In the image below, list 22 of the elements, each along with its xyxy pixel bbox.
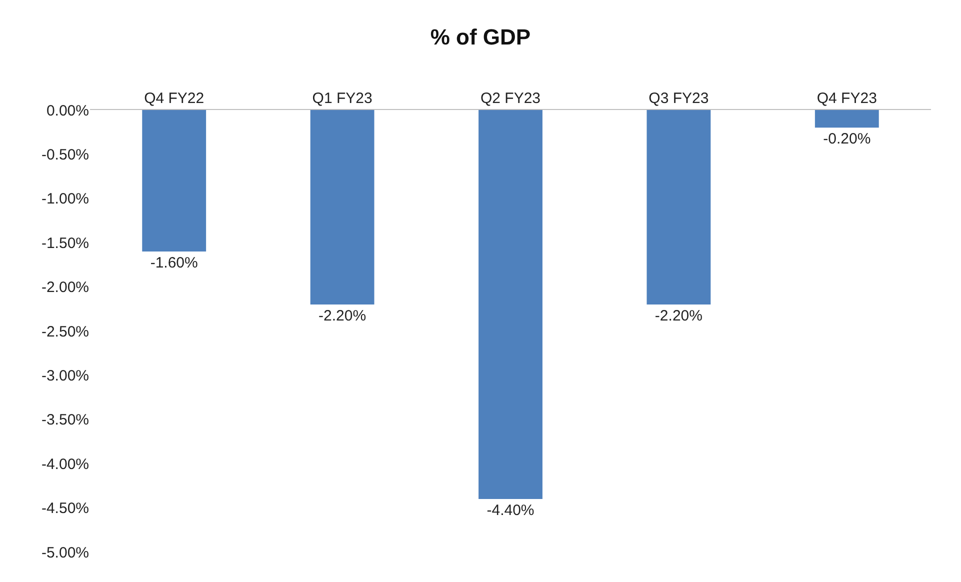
y-tick-label: -0.50% [41, 146, 89, 164]
y-tick-label: -3.50% [41, 412, 89, 429]
y-tick-label: -1.50% [41, 234, 89, 252]
y-tick-label: -2.00% [41, 279, 89, 296]
y-tick-label: -2.50% [41, 323, 89, 340]
y-tick-label: -3.00% [41, 367, 89, 384]
chart-title: % of GDP [430, 24, 531, 50]
x-tick-label: Q4 FY22 [144, 90, 204, 107]
y-tick-label: -4.50% [41, 500, 89, 518]
x-tick-label: Q1 FY23 [312, 90, 372, 107]
data-label: -1.60% [150, 254, 198, 272]
y-tick-label: -4.00% [41, 456, 89, 473]
y-tick-label: 0.00% [46, 102, 89, 120]
data-label: -2.20% [654, 307, 702, 324]
x-tick-label: Q2 FY23 [480, 90, 541, 107]
data-label: -0.20% [823, 130, 871, 148]
data-label: -4.40% [486, 502, 534, 519]
data-label: -2.20% [318, 307, 366, 324]
x-tick-label: Q3 FY23 [648, 90, 709, 107]
y-tick-label: -1.00% [41, 190, 89, 208]
y-tick-label: -5.00% [41, 544, 89, 562]
x-tick-label: Q4 FY23 [816, 90, 877, 107]
